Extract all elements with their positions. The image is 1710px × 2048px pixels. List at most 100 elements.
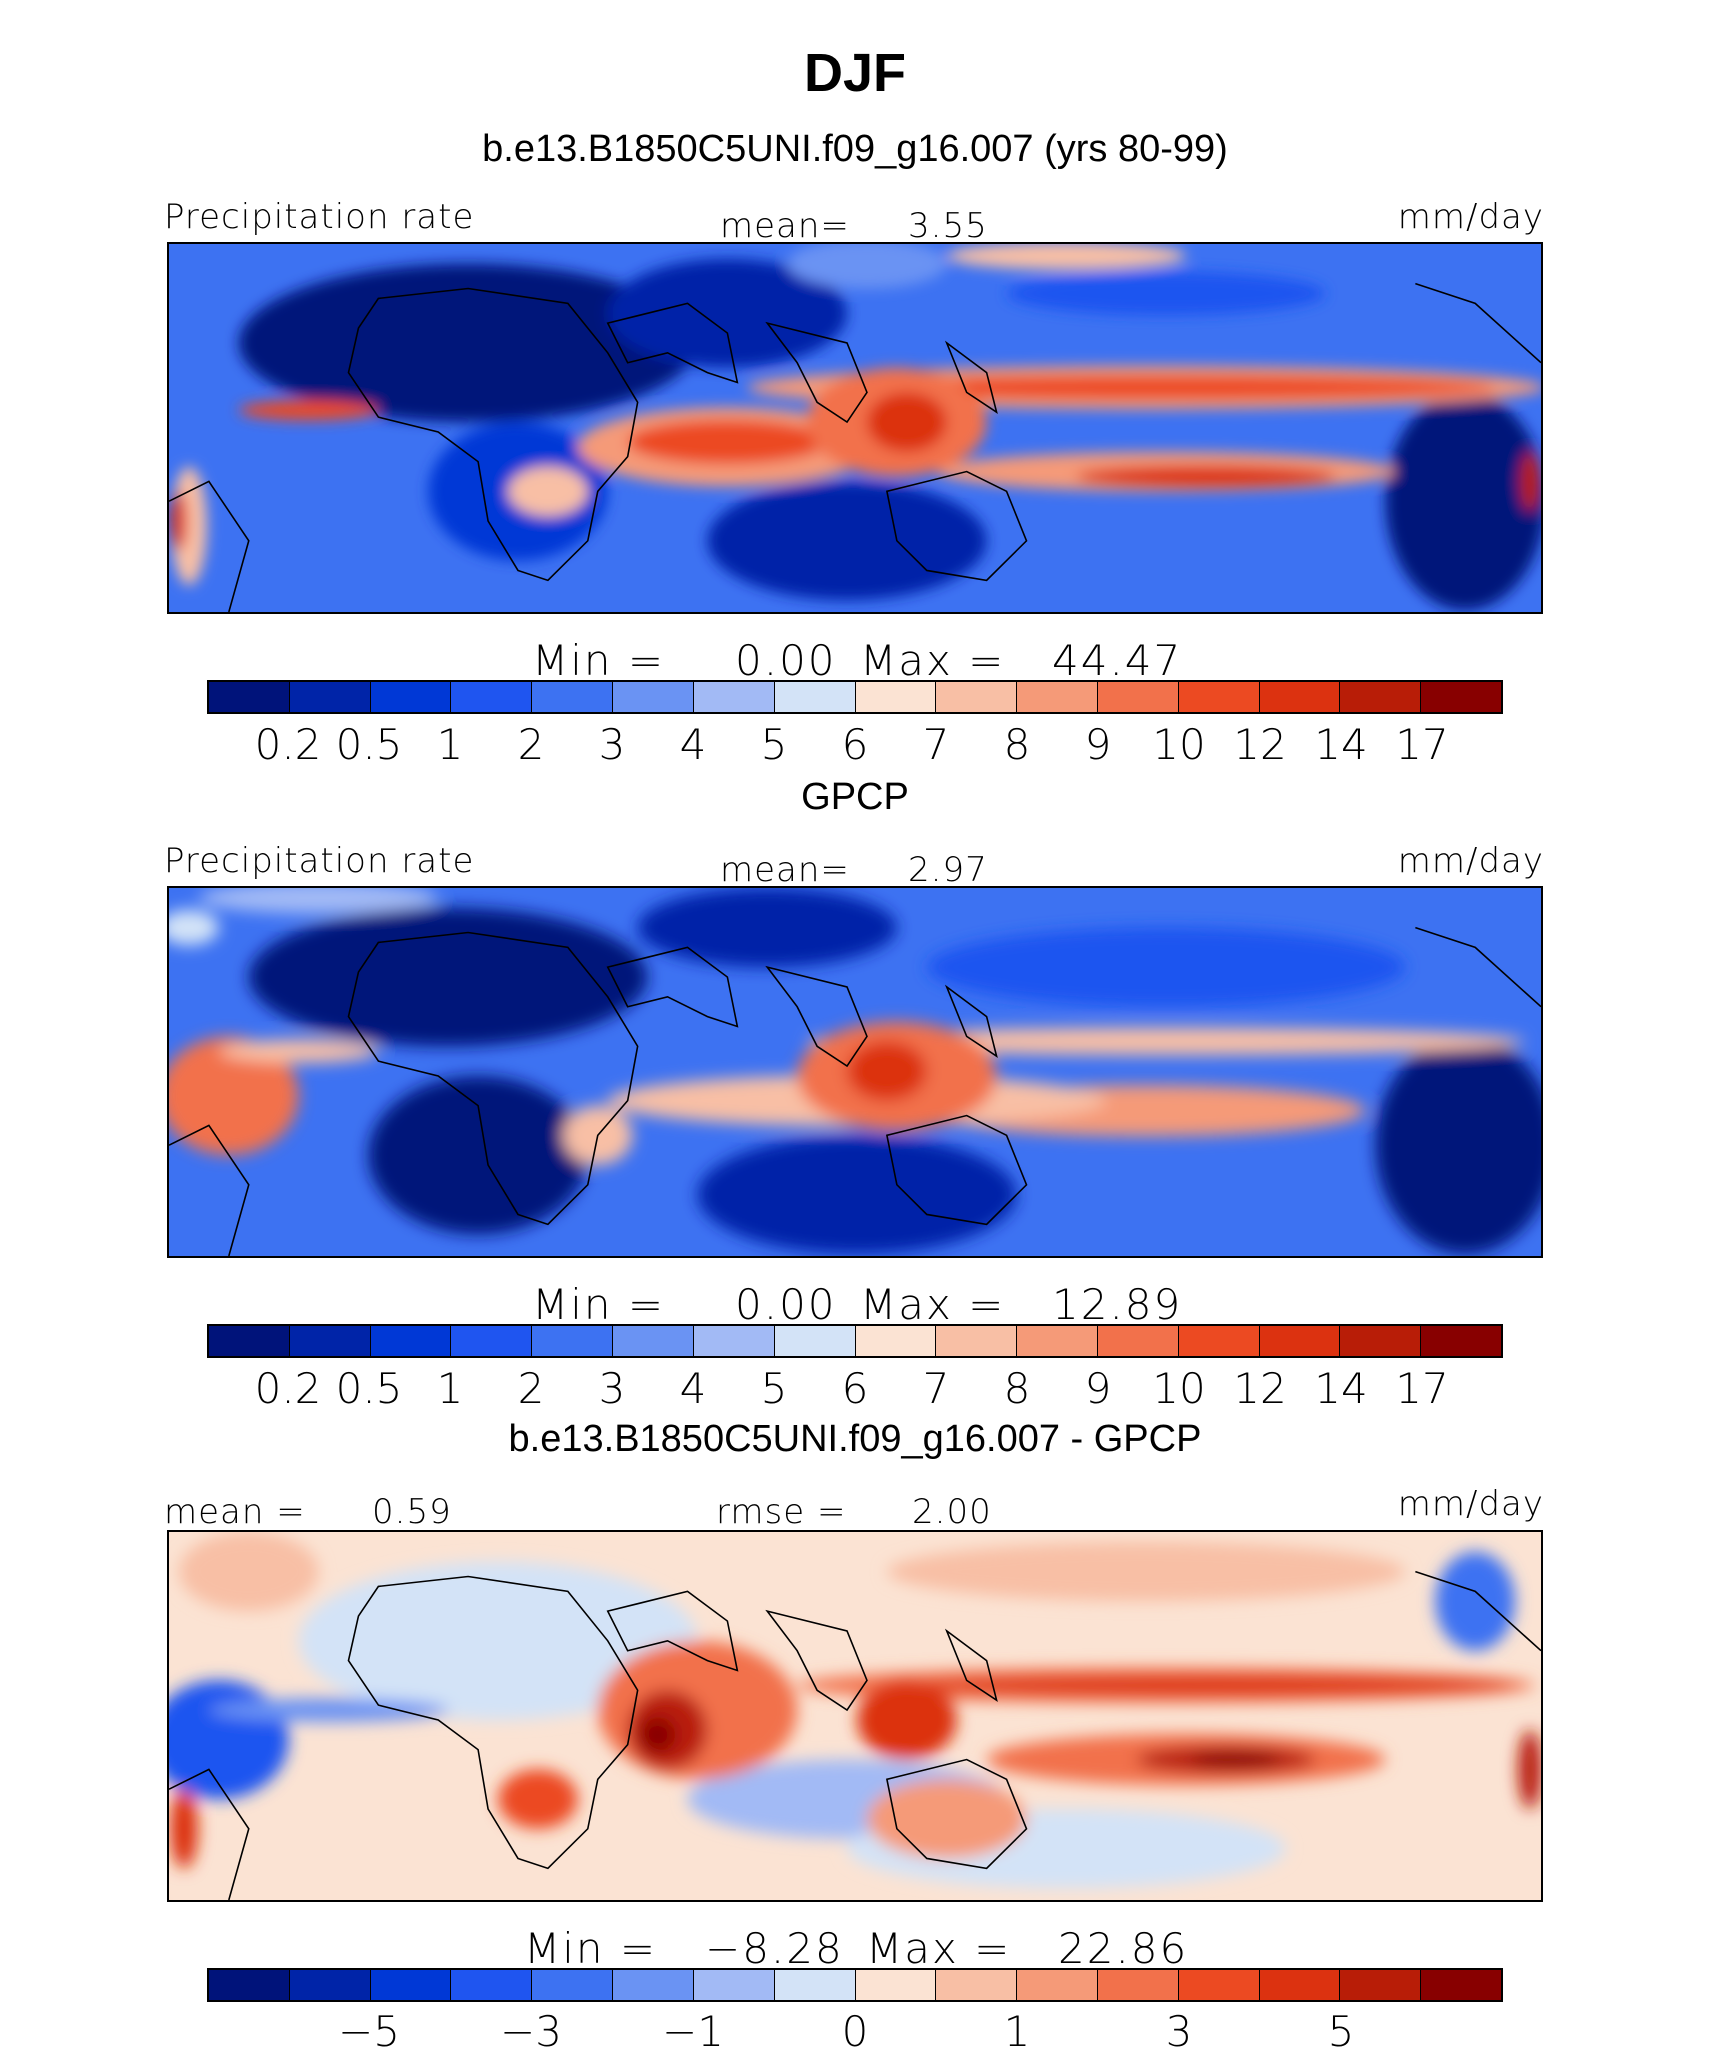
colorbar-tick-label: 9 bbox=[1084, 1364, 1112, 1413]
colorbar-swatch bbox=[209, 1326, 290, 1356]
panel-1-colorbar bbox=[207, 680, 1503, 714]
panel-2-variable-label: Precipitation rate bbox=[164, 841, 475, 881]
panel-3-rmse-value: 2.00 bbox=[912, 1492, 992, 1532]
colorbar-swatch bbox=[613, 1326, 694, 1356]
colorbar-tick-label: 0.2 bbox=[254, 720, 322, 769]
colorbar-tick-label: 7 bbox=[922, 720, 950, 769]
panel-3-title: b.e13.B1850C5UNI.f09_g16.007 - GPCP bbox=[508, 1418, 1202, 1460]
colorbar-tick-label: 17 bbox=[1395, 1364, 1449, 1413]
colorbar-swatch bbox=[774, 682, 856, 712]
colorbar-swatch bbox=[1097, 682, 1179, 712]
panel-3-max-value: 22.86 bbox=[1058, 1924, 1189, 1973]
colorbar-swatch bbox=[289, 682, 371, 712]
colorbar-tick-label: 0.5 bbox=[335, 1364, 403, 1413]
colorbar-swatch bbox=[1017, 1326, 1098, 1356]
colorbar-swatch bbox=[1340, 1970, 1422, 2000]
colorbar-swatch bbox=[532, 1326, 614, 1356]
colorbar-swatch bbox=[451, 1970, 533, 2000]
colorbar-swatch bbox=[855, 1326, 937, 1356]
colorbar-swatch bbox=[1017, 1970, 1098, 2000]
panel-1-map bbox=[167, 242, 1543, 614]
panel-1-variable-label: Precipitation rate bbox=[164, 197, 475, 237]
panel-2-map bbox=[167, 886, 1543, 1258]
colorbar-swatch bbox=[1340, 1326, 1422, 1356]
panel-3-colorbar bbox=[207, 1968, 1503, 2002]
colorbar-tick-label: 10 bbox=[1152, 720, 1206, 769]
panel-2-min-label: Min = bbox=[532, 1280, 666, 1329]
panel-1-max-label: Max = bbox=[860, 636, 1006, 685]
colorbar-tick-label: 8 bbox=[1003, 720, 1031, 769]
colorbar-tick-label: 2 bbox=[517, 1364, 545, 1413]
colorbar-swatch bbox=[451, 1326, 533, 1356]
panel-1-title: b.e13.B1850C5UNI.f09_g16.007 (yrs 80-99) bbox=[482, 128, 1228, 170]
colorbar-tick-label: 2 bbox=[517, 720, 545, 769]
panel-2-colorbar bbox=[207, 1324, 1503, 1358]
panel-2-max-label: Max = bbox=[860, 1280, 1006, 1329]
colorbar-swatch bbox=[289, 1970, 371, 2000]
colorbar-swatch bbox=[209, 1970, 290, 2000]
colorbar-swatch bbox=[370, 1970, 452, 2000]
panel-2-title: GPCP bbox=[801, 776, 909, 818]
colorbar-swatch bbox=[936, 682, 1018, 712]
panel-1-colorbar-ticks: 0.2 0.5 1 2 3 4 5 6 7 8 9 10 12 14 17 bbox=[207, 716, 1503, 776]
colorbar-tick-label: 12 bbox=[1233, 1364, 1287, 1413]
panel-3-max-label: Max = bbox=[866, 1924, 1012, 1973]
colorbar-swatch bbox=[209, 682, 290, 712]
panel-2-max-value: 12.89 bbox=[1052, 1280, 1183, 1329]
colorbar-swatch bbox=[1017, 682, 1098, 712]
colorbar-swatch bbox=[1178, 1970, 1260, 2000]
colorbar-tick-label: 10 bbox=[1152, 1364, 1206, 1413]
colorbar-swatch bbox=[855, 682, 937, 712]
colorbar-tick-label: 6 bbox=[841, 720, 869, 769]
colorbar-swatch bbox=[1259, 682, 1341, 712]
colorbar-swatch bbox=[774, 1970, 856, 2000]
panel-3-rmse-label: rmse = bbox=[716, 1492, 847, 1532]
colorbar-tick-label: 0.2 bbox=[254, 1364, 322, 1413]
panel-1-units: mm/day bbox=[1397, 197, 1544, 237]
colorbar-tick-label: 12 bbox=[1233, 720, 1287, 769]
panel-1-min-value: 0.00 bbox=[735, 636, 837, 685]
colorbar-swatch bbox=[1259, 1326, 1341, 1356]
colorbar-swatch bbox=[451, 682, 533, 712]
panel-2-map-svg bbox=[169, 888, 1541, 1256]
panel-3-units: mm/day bbox=[1397, 1484, 1544, 1524]
colorbar-swatch bbox=[936, 1326, 1018, 1356]
colorbar-swatch bbox=[532, 682, 614, 712]
panel-1-mean-value: 3.55 bbox=[908, 206, 988, 246]
colorbar-tick-label: 7 bbox=[922, 1364, 950, 1413]
panel-1-map-svg bbox=[169, 244, 1541, 612]
colorbar-swatch bbox=[774, 1326, 856, 1356]
colorbar-tick-label: 3 bbox=[598, 720, 626, 769]
colorbar-swatch bbox=[1178, 682, 1260, 712]
colorbar-swatch bbox=[693, 1970, 775, 2000]
panel-2-units: mm/day bbox=[1397, 841, 1544, 881]
panel-1-mean-label: mean= bbox=[720, 206, 850, 246]
colorbar-tick-label: 17 bbox=[1395, 720, 1449, 769]
colorbar-tick-label: −3 bbox=[500, 2007, 562, 2048]
colorbar-swatch bbox=[1421, 682, 1501, 712]
colorbar-tick-label: 4 bbox=[679, 720, 707, 769]
colorbar-swatch bbox=[370, 682, 452, 712]
colorbar-tick-label: 1 bbox=[436, 1364, 464, 1413]
colorbar-tick-label: 5 bbox=[1327, 2007, 1355, 2048]
colorbar-tick-label: 5 bbox=[760, 1364, 788, 1413]
colorbar-tick-label: 8 bbox=[1003, 1364, 1031, 1413]
colorbar-swatch bbox=[613, 682, 694, 712]
panel-2-mean-label: mean= bbox=[720, 850, 850, 890]
colorbar-tick-label: 1 bbox=[436, 720, 464, 769]
colorbar-tick-label: −5 bbox=[338, 2007, 400, 2048]
colorbar-swatch bbox=[289, 1326, 371, 1356]
colorbar-swatch bbox=[1259, 1970, 1341, 2000]
colorbar-tick-label: −1 bbox=[662, 2007, 724, 2048]
colorbar-tick-label: 0 bbox=[841, 2007, 869, 2048]
panel-3-colorbar-ticks: −5 −3 −1 0 1 3 5 bbox=[207, 2003, 1503, 2048]
panel-3-mean-value: 0.59 bbox=[372, 1492, 452, 1532]
colorbar-swatch bbox=[370, 1326, 452, 1356]
colorbar-swatch bbox=[1421, 1970, 1501, 2000]
colorbar-swatch bbox=[1340, 682, 1422, 712]
panel-1-max-value: 44.47 bbox=[1052, 636, 1183, 685]
colorbar-tick-label: 14 bbox=[1314, 720, 1368, 769]
colorbar-tick-label: 3 bbox=[598, 1364, 626, 1413]
colorbar-swatch bbox=[693, 682, 775, 712]
colorbar-swatch bbox=[855, 1970, 937, 2000]
